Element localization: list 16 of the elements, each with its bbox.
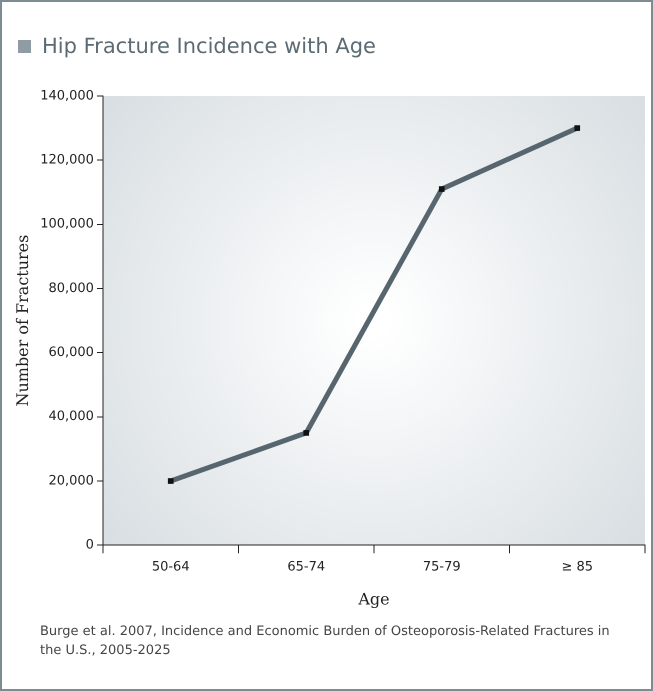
- y-axis-title: Number of Fractures: [12, 234, 32, 407]
- x-tick-label: ≥ 85: [561, 559, 594, 574]
- x-tick-label: 65-74: [287, 559, 326, 574]
- y-tick-label: 60,000: [48, 345, 94, 360]
- y-tick-label: 20,000: [48, 473, 94, 488]
- x-tick-label: 75-79: [422, 559, 461, 574]
- y-tick-label: 80,000: [48, 280, 94, 296]
- y-tick-label: 120,000: [40, 152, 94, 168]
- y-tick-label: 100,000: [40, 216, 94, 232]
- y-tick-label: 140,000: [40, 88, 94, 104]
- y-tick-label: 0: [86, 538, 94, 553]
- x-tick-label: 50-64: [152, 559, 190, 574]
- chart-title: Hip Fracture Incidence with Age: [42, 34, 376, 58]
- text: Burge et al. 2007, Incidence and Economic Burden of Osteoporosis-Related Fractures in the U.S., 2005-2025: [40, 623, 611, 660]
- x-axis-title: Age: [357, 590, 390, 609]
- y-tick-label: 40,000: [48, 409, 94, 424]
